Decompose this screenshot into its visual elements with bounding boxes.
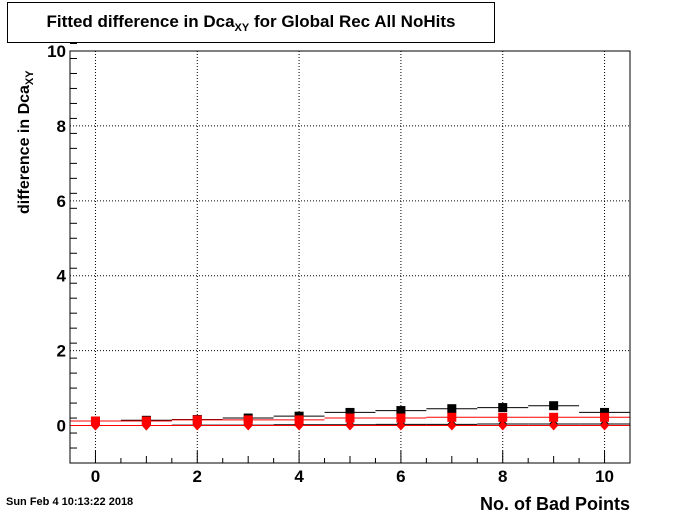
data-point (447, 404, 457, 414)
grid-lines (70, 50, 630, 463)
timestamp: Sun Feb 4 10:13:22 2018 (6, 496, 134, 508)
y-tick-label: 10 (47, 42, 66, 61)
data-point (447, 420, 457, 431)
y-tick-label: 0 (57, 417, 66, 436)
data-point (396, 413, 406, 423)
data-point (243, 415, 253, 425)
x-tick-label: 8 (498, 467, 507, 486)
x-tick-label: 0 (91, 467, 100, 486)
data-point (141, 420, 151, 431)
y-axis-label: difference in DcaXY (16, 70, 36, 214)
data-point (192, 420, 202, 431)
data-point (90, 420, 100, 431)
data-point (549, 420, 559, 431)
data-point (549, 401, 559, 411)
data-point (498, 412, 508, 422)
data-point (294, 415, 304, 425)
plot-frame (69, 50, 631, 464)
data-point (600, 420, 610, 431)
x-tick-label: 4 (294, 467, 304, 486)
axes: 0 2 4 6 8 10 0 2 4 6 8 10 (47, 42, 631, 486)
data-marks (70, 401, 630, 431)
data-point (243, 420, 253, 431)
data-point (345, 407, 355, 417)
x-tick-label: 10 (595, 467, 614, 486)
x-tick-label: 6 (396, 467, 405, 486)
y-tick-label: 4 (57, 267, 67, 286)
data-point (600, 412, 610, 422)
data-point (549, 412, 559, 422)
data-point (396, 406, 406, 416)
y-tick-label: 8 (57, 117, 66, 136)
x-tick-label: 2 (193, 467, 202, 486)
title-box: Fitted difference in DcaXY for Global Re… (7, 2, 495, 43)
data-point (294, 420, 304, 431)
data-point (498, 403, 508, 413)
x-axis-label: No. of Bad Points (480, 494, 630, 514)
y-tick-label: 2 (57, 342, 66, 361)
data-point (192, 415, 202, 425)
data-point (498, 420, 508, 431)
chart-title: Fitted difference in DcaXY for Global Re… (46, 12, 456, 34)
data-point (396, 420, 406, 431)
data-point (600, 407, 610, 417)
data-point (345, 413, 355, 423)
y-tick-label: 6 (57, 192, 66, 211)
data-point (345, 420, 355, 431)
data-point (447, 412, 457, 422)
